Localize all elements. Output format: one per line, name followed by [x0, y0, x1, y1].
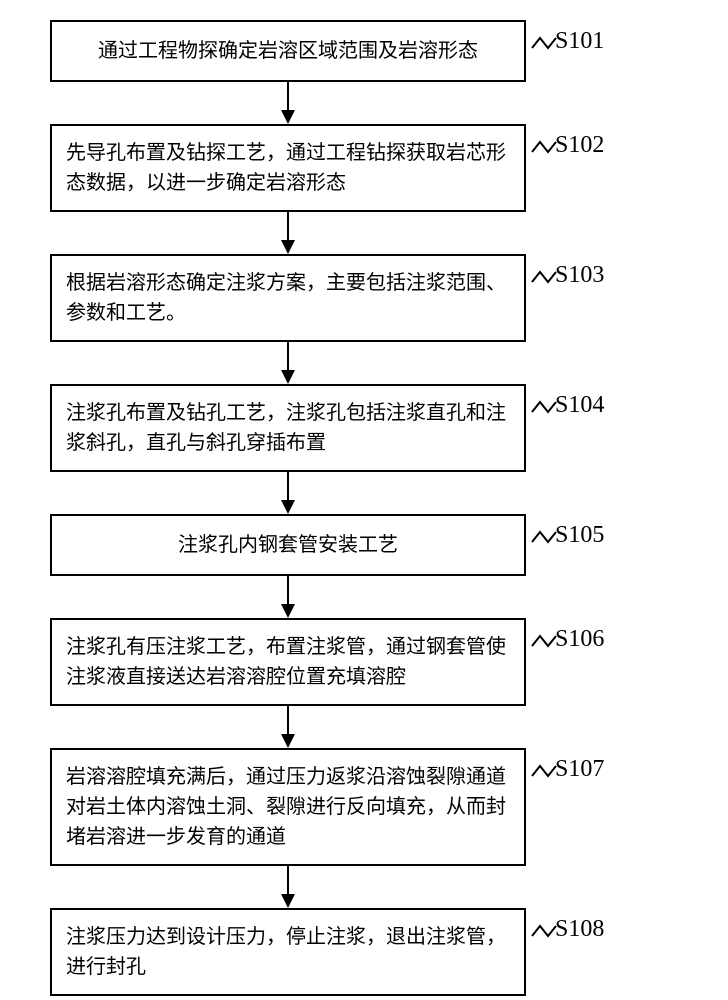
- step-box: 注浆孔内钢套管安装工艺: [50, 514, 526, 576]
- step-label: S101: [555, 28, 604, 55]
- step-label: S105: [555, 522, 604, 549]
- flowchart-step: 注浆孔有压注浆工艺，布置注浆管，通过钢套管使注浆液直接送达岩溶溶腔位置充填溶腔 S…: [0, 618, 728, 706]
- step-box: 根据岩溶形态确定注浆方案，主要包括注浆范围、参数和工艺。: [50, 254, 526, 342]
- step-label: S107: [555, 756, 604, 783]
- arrow-down-icon: [50, 212, 526, 254]
- arrow-down-icon: [50, 472, 526, 514]
- step-box: 注浆孔有压注浆工艺，布置注浆管，通过钢套管使注浆液直接送达岩溶溶腔位置充填溶腔: [50, 618, 526, 706]
- step-label: S106: [555, 626, 604, 653]
- flowchart-step: 注浆孔布置及钻孔工艺，注浆孔包括注浆直孔和注浆斜孔，直孔与斜孔穿插布置 S104: [0, 384, 728, 472]
- step-box: 通过工程物探确定岩溶区域范围及岩溶形态: [50, 20, 526, 82]
- arrow-down-icon: [50, 82, 526, 124]
- flowchart-step: 注浆压力达到设计压力，停止注浆，退出注浆管，进行封孔 S108: [0, 908, 728, 996]
- flowchart-step: 先导孔布置及钻探工艺，通过工程钻探获取岩芯形态数据，以进一步确定岩溶形态 S102: [0, 124, 728, 212]
- arrow-down-icon: [50, 706, 526, 748]
- step-label: S102: [555, 132, 604, 159]
- flowchart-step: 根据岩溶形态确定注浆方案，主要包括注浆范围、参数和工艺。 S103: [0, 254, 728, 342]
- step-box: 注浆压力达到设计压力，停止注浆，退出注浆管，进行封孔: [50, 908, 526, 996]
- step-label: S104: [555, 392, 604, 419]
- flowchart-step: 通过工程物探确定岩溶区域范围及岩溶形态 S101: [0, 20, 728, 82]
- step-box: 注浆孔布置及钻孔工艺，注浆孔包括注浆直孔和注浆斜孔，直孔与斜孔穿插布置: [50, 384, 526, 472]
- flowchart-container: 通过工程物探确定岩溶区域范围及岩溶形态 S101 先导孔布置及钻探工艺，通过工程钻探…: [0, 20, 728, 996]
- flowchart-step: 注浆孔内钢套管安装工艺 S105: [0, 514, 728, 576]
- step-label: S108: [555, 916, 604, 943]
- arrow-down-icon: [50, 866, 526, 908]
- step-label: S103: [555, 262, 604, 289]
- arrow-down-icon: [50, 342, 526, 384]
- step-box: 先导孔布置及钻探工艺，通过工程钻探获取岩芯形态数据，以进一步确定岩溶形态: [50, 124, 526, 212]
- step-box: 岩溶溶腔填充满后，通过压力返浆沿溶蚀裂隙通道对岩土体内溶蚀土洞、裂隙进行反向填充…: [50, 748, 526, 866]
- arrow-down-icon: [50, 576, 526, 618]
- flowchart-step: 岩溶溶腔填充满后，通过压力返浆沿溶蚀裂隙通道对岩土体内溶蚀土洞、裂隙进行反向填充…: [0, 748, 728, 866]
